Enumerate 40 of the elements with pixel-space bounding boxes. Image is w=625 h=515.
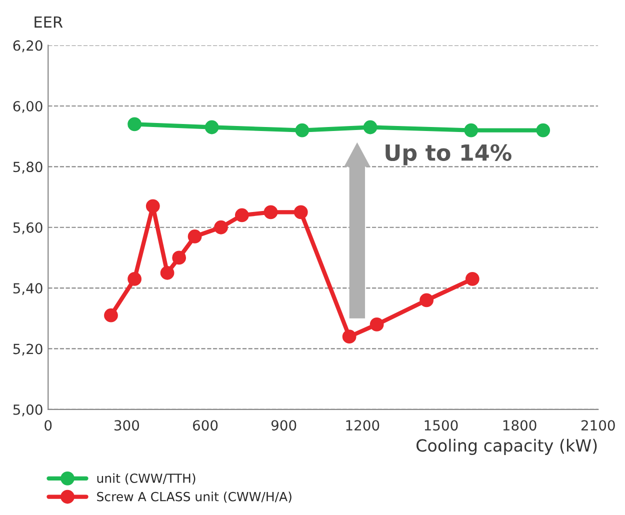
x-tick-label: 300 — [114, 420, 140, 431]
x-tick-label: 2100 — [581, 420, 615, 431]
y-axis-title: EER — [34, 16, 63, 28]
point — [128, 272, 142, 286]
point — [188, 230, 202, 244]
point — [363, 120, 378, 134]
y-tick-label: 6,20 — [13, 40, 42, 52]
point — [104, 308, 118, 322]
point — [294, 205, 308, 220]
x-tick-label: 1800 — [503, 420, 536, 431]
point — [464, 123, 478, 138]
x-tick-label: 1500 — [424, 420, 458, 431]
point — [465, 272, 480, 286]
y-tick-label: 5,60 — [13, 222, 42, 234]
x-axis-title: Cooling capacity (kW) — [416, 438, 597, 455]
x-tick-label: 900 — [271, 420, 296, 431]
y-tick-label: 5,20 — [13, 344, 42, 356]
x-tick-label: 1200 — [346, 420, 380, 431]
y-tick-label: 5,40 — [13, 283, 42, 295]
point — [342, 330, 356, 344]
point — [536, 123, 550, 138]
point — [264, 205, 278, 220]
point — [128, 117, 142, 132]
y-tick-label: 5,00 — [13, 404, 42, 416]
x-tick-label: 600 — [192, 420, 218, 431]
y-tick-label: 5,80 — [13, 162, 42, 174]
point — [204, 120, 219, 134]
point — [214, 220, 228, 234]
point — [160, 266, 174, 280]
legend-label: Screw A CLASS unit (CWW/H/A) — [97, 492, 292, 503]
y-tick-label: 6,00 — [13, 100, 42, 113]
point — [370, 318, 384, 332]
point — [146, 199, 160, 214]
point — [234, 208, 249, 222]
point — [172, 250, 186, 265]
legend-label: unit (CWW/TTH) — [97, 473, 196, 484]
point — [295, 123, 310, 138]
point — [420, 293, 434, 308]
annotation: Up to 14% — [386, 144, 512, 166]
x-tick-label: 0 — [44, 420, 52, 431]
